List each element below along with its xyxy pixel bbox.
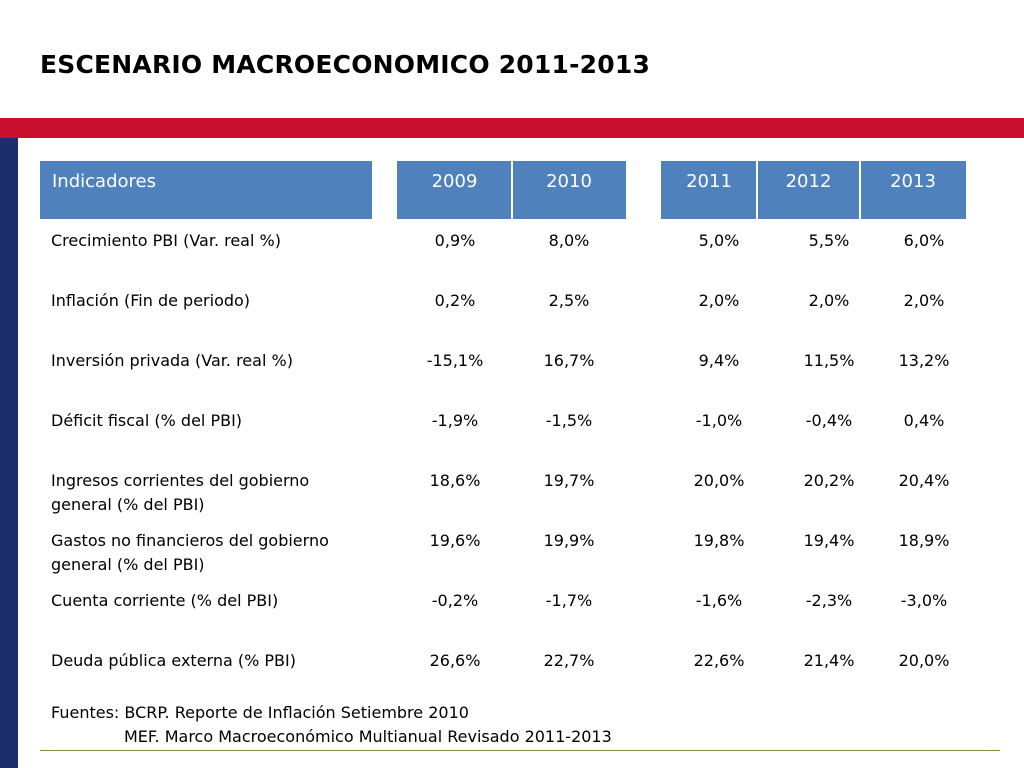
red-accent-band (0, 118, 1024, 138)
table-cell-2013: 20,0% (898, 651, 950, 670)
table-cell-2009: 0,9% (434, 231, 476, 250)
table-cell-2013: 0,4% (903, 411, 945, 430)
table-cell-2011: 9,4% (698, 351, 740, 370)
table-cell-2009: 19,6% (429, 531, 481, 550)
table-cell-2012: -0,4% (805, 411, 853, 430)
table-cell-2009: 0,2% (434, 291, 476, 310)
table-cell-2010: 22,7% (543, 651, 595, 670)
source-line-1: Fuentes: BCRP. Reporte de Inflación Seti… (51, 703, 469, 722)
row-label: Déficit fiscal (% del PBI) (51, 409, 381, 433)
table-cell-2009: -15,1% (426, 351, 484, 370)
header-separator (859, 161, 861, 219)
table-cell-2010: 16,7% (543, 351, 595, 370)
source-line-2: MEF. Marco Macroeconómico Multianual Rev… (124, 727, 612, 746)
row-label-line: general (% del PBI) (51, 555, 205, 574)
table-cell-2013: 2,0% (903, 291, 945, 310)
row-label-line: Cuenta corriente (% del PBI) (51, 591, 279, 610)
row-label-line: Crecimiento PBI (Var. real %) (51, 231, 281, 250)
table-cell-2012: 11,5% (803, 351, 855, 370)
row-label: Gastos no financieros del gobierno genera… (51, 529, 381, 577)
slide-title: ESCENARIO MACROECONOMICO 2011-2013 (40, 50, 651, 79)
table-cell-2011: -1,6% (695, 591, 743, 610)
table-cell-2012: 20,2% (803, 471, 855, 490)
table-cell-2010: 2,5% (548, 291, 590, 310)
row-label: Crecimiento PBI (Var. real %) (51, 229, 381, 253)
header-year-2011: 2011 (661, 161, 757, 219)
header-separator (756, 161, 758, 219)
sources-note: Fuentes: BCRP. Reporte de Inflación Seti… (51, 701, 612, 749)
row-label-line: Inflación (Fin de periodo) (51, 291, 251, 310)
row-label: Inflación (Fin de periodo) (51, 289, 381, 313)
table-cell-2013: 6,0% (903, 231, 945, 250)
table-cell-2012: 2,0% (808, 291, 850, 310)
left-navy-band (0, 138, 18, 768)
table-cell-2013: 20,4% (898, 471, 950, 490)
row-label-line: Déficit fiscal (% del PBI) (51, 411, 243, 430)
table-cell-2013: 18,9% (898, 531, 950, 550)
table-cell-2009: 26,6% (429, 651, 481, 670)
table-cell-2010: 19,7% (543, 471, 595, 490)
table-cell-2009: -0,2% (431, 591, 479, 610)
table-cell-2012: 5,5% (808, 231, 850, 250)
row-label-line: Deuda pública externa (% PBI) (51, 651, 296, 670)
header-year-2009: 2009 (397, 161, 512, 219)
table-cell-2009: 18,6% (429, 471, 481, 490)
row-label-line: Gastos no financieros del gobierno (51, 531, 329, 550)
header-separator (511, 161, 513, 219)
row-label-line: general (% del PBI) (51, 495, 205, 514)
table-cell-2011: 5,0% (698, 231, 740, 250)
header-year-2012: 2012 (757, 161, 860, 219)
row-label-line: Inversión privada (Var. real %) (51, 351, 293, 370)
table-cell-2013: -3,0% (900, 591, 948, 610)
table-cell-2012: 19,4% (803, 531, 855, 550)
table-cell-2010: -1,7% (545, 591, 593, 610)
table-cell-2011: 19,8% (693, 531, 745, 550)
table-cell-2013: 13,2% (898, 351, 950, 370)
header-indicadores: Indicadores (40, 161, 372, 219)
table-cell-2012: -2,3% (805, 591, 853, 610)
row-label: Cuenta corriente (% del PBI) (51, 589, 381, 613)
table-cell-2011: 22,6% (693, 651, 745, 670)
row-label: Ingresos corrientes del gobierno general … (51, 469, 381, 517)
table-cell-2009: -1,9% (431, 411, 479, 430)
row-label-line: Ingresos corrientes del gobierno (51, 471, 310, 490)
row-label: Inversión privada (Var. real %) (51, 349, 381, 373)
bottom-divider (40, 750, 1000, 751)
table-cell-2012: 21,4% (803, 651, 855, 670)
row-label: Deuda pública externa (% PBI) (51, 649, 381, 673)
table-cell-2011: 20,0% (693, 471, 745, 490)
table-cell-2011: 2,0% (698, 291, 740, 310)
header-year-2013: 2013 (860, 161, 966, 219)
table-cell-2011: -1,0% (695, 411, 743, 430)
table-cell-2010: -1,5% (545, 411, 593, 430)
header-year-2010: 2010 (512, 161, 626, 219)
table-cell-2010: 8,0% (548, 231, 590, 250)
table-cell-2010: 19,9% (543, 531, 595, 550)
